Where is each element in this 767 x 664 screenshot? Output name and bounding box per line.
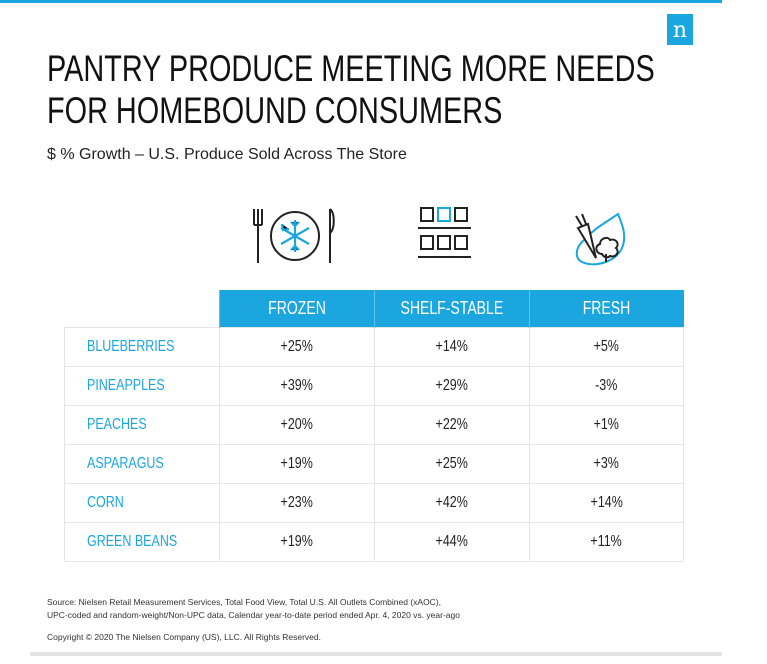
column-header-shelf-stable: SHELF-STABLE bbox=[373, 290, 529, 328]
source-note: Source: Nielsen Retail Measurement Servi… bbox=[47, 597, 460, 620]
table-cell: +44% bbox=[373, 522, 530, 562]
page-title: PANTRY PRODUCE MEETING MORE NEEDS FOR HO… bbox=[47, 48, 767, 132]
table-cell: +1% bbox=[528, 405, 684, 445]
title-line-1: PANTRY PRODUCE MEETING MORE NEEDS bbox=[47, 48, 655, 89]
row-label: ASPARAGUS bbox=[64, 444, 220, 484]
table-cell: +19% bbox=[218, 444, 375, 484]
row-label: BLUEBERRIES bbox=[64, 327, 220, 367]
table-cell: -3% bbox=[528, 366, 684, 406]
growth-table: FROZEN SHELF-STABLE FRESH BLUEBERRIES +25… bbox=[64, 290, 684, 562]
table-row: PEACHES +20% +22% +1% bbox=[64, 405, 684, 445]
table-cell: +42% bbox=[373, 483, 530, 523]
copyright: Copyright © 2020 The Nielsen Company (US… bbox=[47, 632, 321, 642]
table-cell: +20% bbox=[218, 405, 375, 445]
column-header-frozen: FROZEN bbox=[218, 290, 374, 328]
table-cell: +14% bbox=[373, 327, 530, 367]
table-row: ASPARAGUS +19% +25% +3% bbox=[64, 444, 684, 484]
table-cell: +25% bbox=[373, 444, 530, 484]
table-row: GREEN BEANS +19% +44% +11% bbox=[64, 522, 684, 562]
table-cell: +11% bbox=[528, 522, 684, 562]
row-label: PINEAPPLES bbox=[64, 366, 220, 406]
table-cell: +14% bbox=[528, 483, 684, 523]
table-row: PINEAPPLES +39% +29% -3% bbox=[64, 366, 684, 406]
bottom-divider bbox=[30, 652, 722, 656]
table-cell: +3% bbox=[528, 444, 684, 484]
table-cell: +5% bbox=[528, 327, 684, 367]
table-cell: +22% bbox=[373, 405, 530, 445]
table-cell: +23% bbox=[218, 483, 375, 523]
table-cell: +25% bbox=[218, 327, 375, 367]
nielsen-logo: n bbox=[667, 14, 693, 45]
table-row: CORN +23% +42% +14% bbox=[64, 483, 684, 523]
table-cell: +19% bbox=[218, 522, 375, 562]
row-label: GREEN BEANS bbox=[64, 522, 220, 562]
shelf-boxes-icon bbox=[418, 207, 471, 258]
table-cell: +29% bbox=[373, 366, 530, 406]
title-line-2: FOR HOMEBOUND CONSUMERS bbox=[47, 90, 503, 131]
fresh-vegetables-icon bbox=[575, 212, 626, 266]
table-row: BLUEBERRIES +25% +14% +5% bbox=[64, 327, 684, 367]
frozen-plate-snowflake-icon bbox=[253, 208, 335, 263]
table-cell: +39% bbox=[218, 366, 375, 406]
row-label: CORN bbox=[64, 483, 220, 523]
row-label: PEACHES bbox=[64, 405, 220, 445]
top-accent-line bbox=[0, 0, 722, 3]
column-header-fresh: FRESH bbox=[528, 290, 684, 328]
subtitle: $ % Growth – U.S. Produce Sold Across Th… bbox=[47, 146, 407, 163]
